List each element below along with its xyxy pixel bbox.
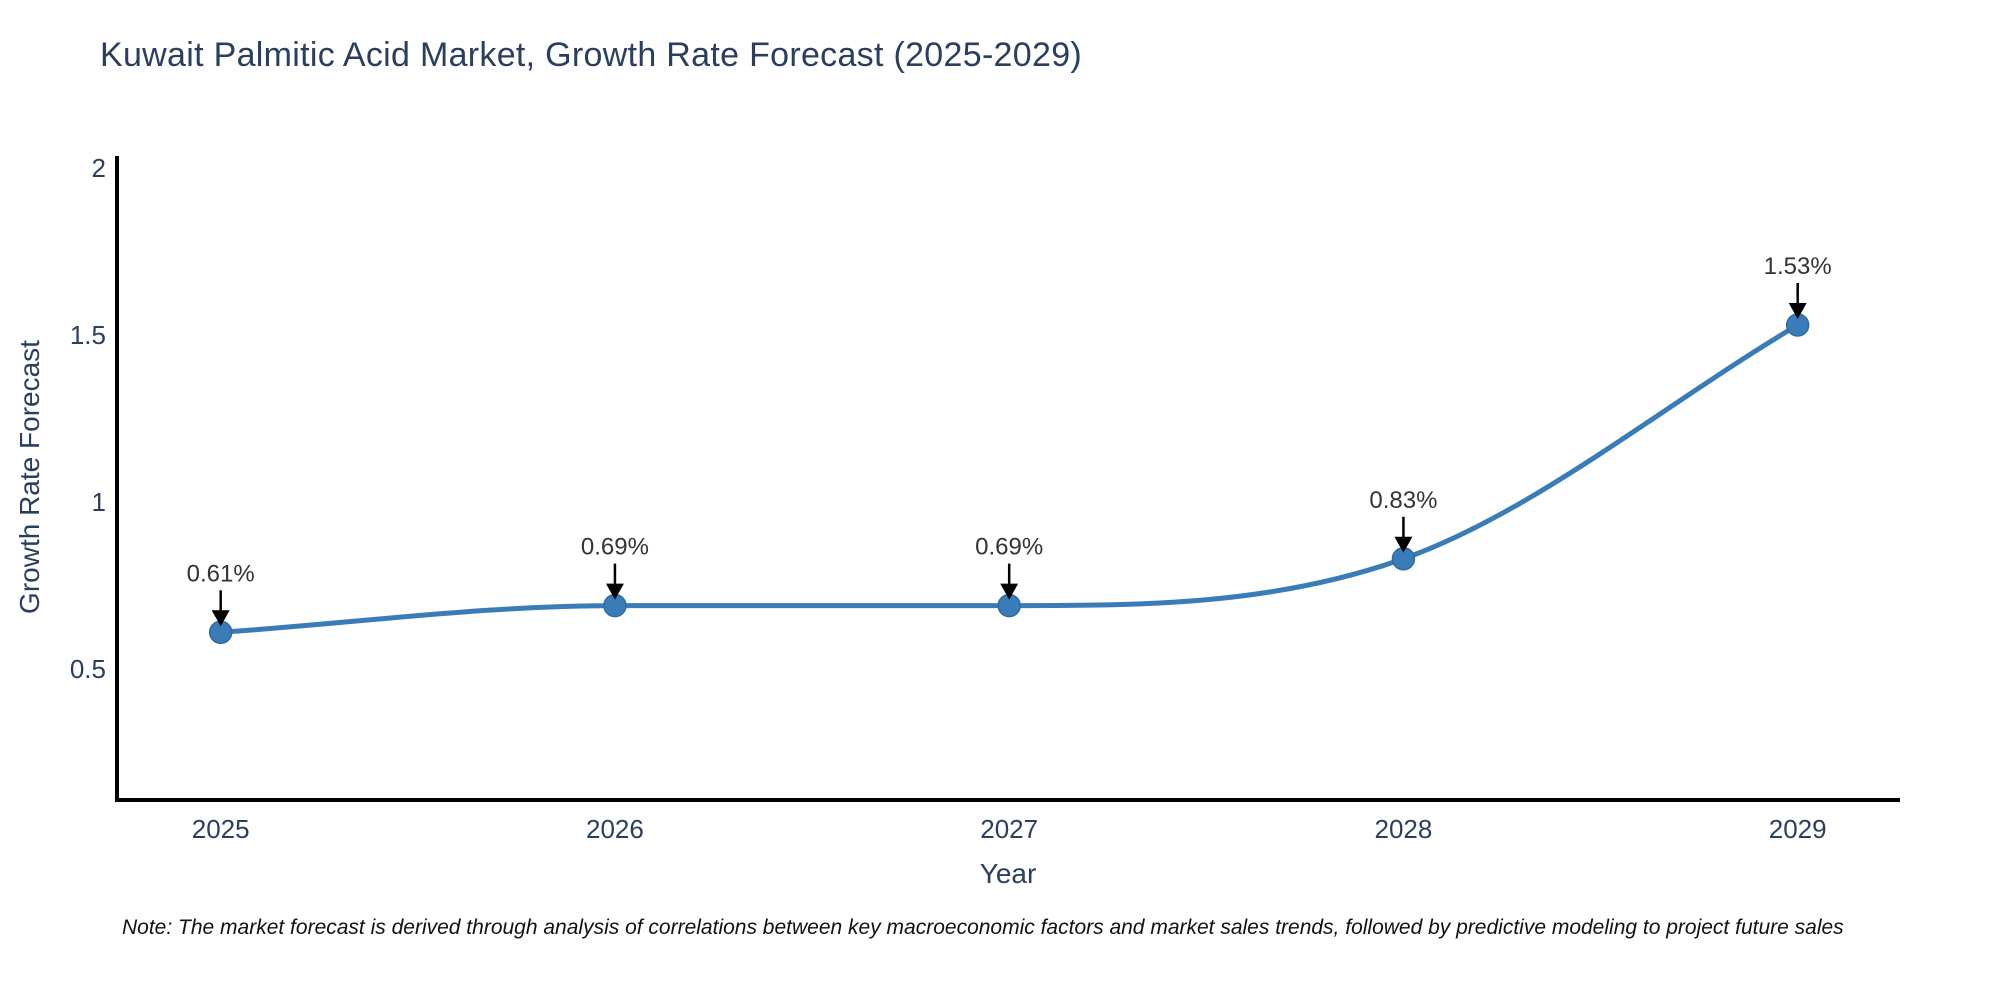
y-tick-label: 1 (92, 487, 106, 517)
y-tick-label: 2 (92, 153, 106, 183)
x-axis-title: Year (979, 858, 1037, 889)
x-tick-label: 2026 (586, 814, 644, 844)
data-point-label: 0.61% (187, 560, 255, 587)
y-axis-title: Growth Rate Forecast (14, 340, 45, 614)
x-tick-label: 2029 (1769, 814, 1827, 844)
annotation-arrow-head-icon (1394, 536, 1413, 553)
annotation-arrow-head-icon (1788, 303, 1807, 319)
y-tick-label: 1.5 (70, 320, 106, 350)
x-tick-label: 2028 (1375, 814, 1433, 844)
chart-note: Note: The market forecast is derived thr… (122, 916, 1844, 939)
annotation-arrow-head-icon (211, 610, 230, 627)
data-point-label: 0.69% (581, 534, 649, 561)
y-tick-label: 0.5 (70, 654, 106, 684)
x-tick-label: 2027 (980, 814, 1038, 844)
chart-title: Kuwait Palmitic Acid Market, Growth Rate… (100, 36, 1083, 74)
data-point-label: 1.53% (1764, 253, 1832, 280)
annotation-arrow-head-icon (1000, 583, 1019, 600)
data-point-label: 0.83% (1369, 487, 1437, 514)
annotation-arrow-head-icon (605, 583, 624, 600)
x-tick-label: 2025 (192, 814, 250, 844)
data-point-label: 0.69% (975, 534, 1043, 561)
